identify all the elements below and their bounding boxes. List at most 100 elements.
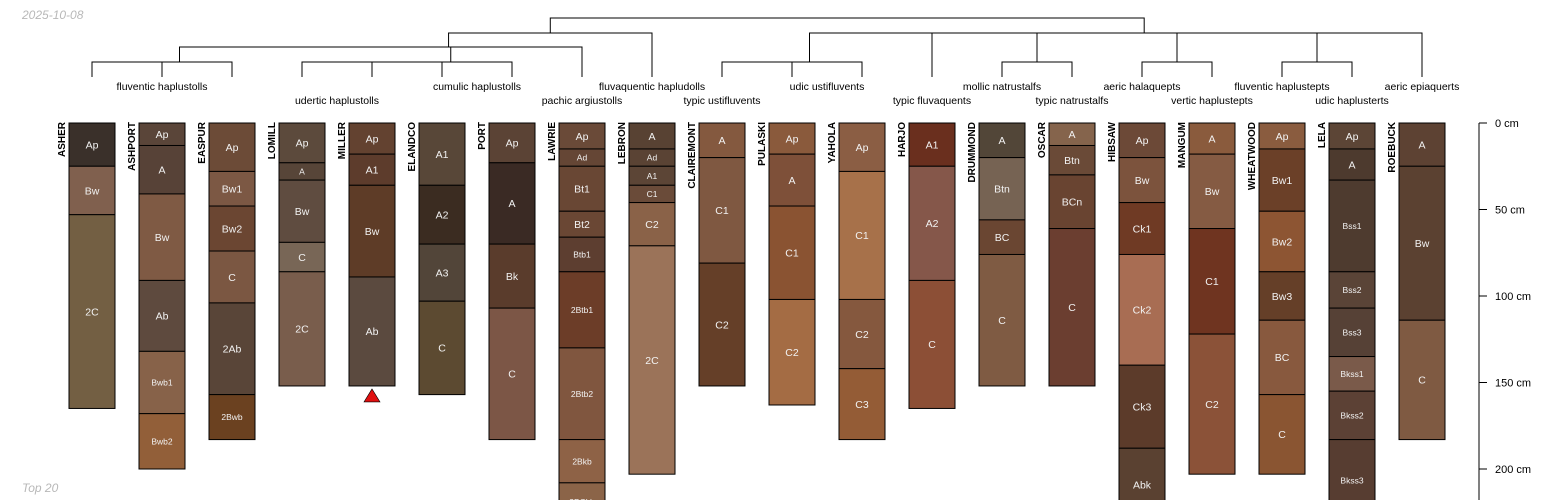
taxon-label: udic ustifluvents — [790, 81, 865, 93]
horizon-label: Ck1 — [1133, 223, 1152, 235]
horizon-rect — [208, 394, 256, 441]
taxon-label: aeric epiaquerts — [1385, 81, 1460, 93]
horizon-rect — [1328, 179, 1376, 273]
horizon-label: A — [1208, 133, 1215, 145]
profile-hibsaw: Ap Bw Ck1 Ck2 Ck3 Abk HIBSAW — [1107, 121, 1166, 500]
horizon-rect — [1258, 319, 1306, 396]
profile-name: PORT — [477, 122, 488, 150]
date-stamp: 2025-10-08 — [22, 8, 84, 22]
depth-tick-label: 100 cm — [1495, 291, 1531, 303]
horizon-label: 2C — [645, 355, 659, 367]
horizon-rect — [278, 179, 326, 243]
horizon-label: C1 — [715, 205, 729, 217]
horizon-label: 2Btb1 — [571, 305, 593, 315]
profile-name: DRUMMOND — [967, 122, 978, 183]
horizon-label: Bw1 — [1272, 175, 1293, 187]
horizon-label: A — [1418, 139, 1425, 151]
horizon-label: Ap — [1136, 135, 1149, 147]
horizon-rect — [138, 193, 186, 281]
horizon-label: Bt1 — [574, 184, 590, 196]
horizon-rect — [138, 279, 186, 352]
horizon-label: Bkss1 — [1340, 369, 1363, 379]
horizon-rect — [1328, 122, 1376, 150]
horizon-rect — [488, 307, 536, 441]
horizon-label: Bw2 — [1272, 236, 1293, 248]
horizon-label: Bss3 — [1343, 327, 1362, 337]
horizon-rect — [418, 300, 466, 396]
horizon-label: C2 — [645, 219, 659, 231]
horizon-rect — [558, 165, 606, 212]
horizon-rect — [838, 368, 886, 441]
horizon-label: Bw — [155, 232, 170, 244]
taxa-labels: fluventic haplustolls udertic haplustolls… — [116, 81, 1459, 107]
profile-lela: Ap A Bss1 Bss2 Bss3 Bkss1 Bkss2 Bkss3 LELA — [1317, 122, 1376, 500]
profile-miller: Ap A1 Bw Ab MILLER — [337, 121, 396, 387]
horizon-label: 2C — [295, 324, 309, 336]
depth-tick-label: 50 cm — [1495, 205, 1525, 217]
horizon-label: A1 — [926, 139, 939, 151]
horizon-label: BC — [995, 232, 1010, 244]
profile-oscar: A Btn BCn C OSCAR — [1037, 121, 1096, 387]
profile-roebuck: A Bw C ROEBUCK — [1387, 121, 1446, 441]
horizon-rect — [208, 302, 256, 396]
taxon-label: cumulic haplustolls — [433, 81, 521, 93]
profile-clairemont: A C1 C2 CLAIREMONT — [687, 122, 746, 387]
horizon-rect — [278, 241, 326, 273]
horizon-label: A — [648, 131, 655, 143]
horizon-label: A3 — [436, 267, 449, 279]
horizon-rect — [1118, 447, 1166, 500]
horizon-rect — [978, 122, 1026, 159]
horizon-rect — [978, 219, 1026, 255]
taxon-label: udic haplusterts — [1315, 95, 1389, 107]
horizon-label: A — [1348, 159, 1355, 171]
profile-name: LOMILL — [267, 122, 278, 159]
horizon-label: Ck2 — [1133, 305, 1152, 317]
horizon-label: A2 — [436, 209, 449, 221]
profile-port: Ap A Bk C PORT — [477, 122, 536, 441]
horizon-label: Bt2 — [574, 219, 590, 231]
horizon-rect — [1118, 364, 1166, 449]
horizon-label: Bw — [85, 185, 100, 197]
dendrogram-link — [389, 61, 513, 77]
horizon-label: C2 — [855, 329, 869, 341]
horizon-label: Bw1 — [222, 184, 243, 196]
horizon-rect — [488, 122, 536, 164]
horizon-label: Ap — [226, 142, 239, 154]
horizon-label: Bw — [1415, 238, 1430, 250]
profile-name: ELANDCO — [407, 122, 418, 172]
dendrogram-link — [870, 32, 1038, 62]
profile-name: HARJO — [897, 122, 908, 157]
horizon-label: Bw — [365, 226, 380, 238]
horizon-label: Ap — [786, 133, 799, 145]
horizon-label: C3 — [855, 399, 869, 411]
horizon-rect — [1188, 228, 1236, 335]
horizon-label: Bw2 — [222, 223, 243, 235]
horizon-label: C1 — [855, 230, 869, 242]
horizon-label: Bss2 — [1343, 285, 1362, 295]
horizon-label: C — [1418, 375, 1426, 387]
profile-name: YAHOLA — [827, 122, 838, 163]
horizon-rect — [1398, 165, 1446, 321]
profile-name: LELA — [1317, 122, 1328, 148]
taxon-label: udertic haplustolls — [295, 95, 379, 107]
horizon-label: A1 — [366, 164, 379, 176]
depth-tick-label: 150 cm — [1495, 378, 1531, 390]
profile-name: EASPUR — [197, 121, 208, 163]
horizon-label: Ap — [86, 139, 99, 151]
depth-tick-label: 0 cm — [1495, 118, 1519, 130]
profile-ashport: Ap A Bw Ab Bwb1 Bwb2 ASHPORT — [127, 122, 186, 470]
horizon-label: Ab — [366, 326, 379, 338]
horizon-rect — [1188, 153, 1236, 230]
horizon-label: C — [998, 315, 1006, 327]
dendrogram-link — [315, 46, 583, 77]
horizon-label: C1 — [647, 189, 658, 199]
horizon-rect — [978, 253, 1026, 387]
horizon-rect — [1048, 174, 1096, 230]
horizon-rect — [68, 214, 116, 409]
dendrogram-link — [1001, 61, 1073, 77]
taxon-label: fluventic haplustepts — [1234, 81, 1329, 93]
horizon-label: Bw3 — [1272, 291, 1293, 303]
horizon-rect — [1398, 122, 1446, 167]
